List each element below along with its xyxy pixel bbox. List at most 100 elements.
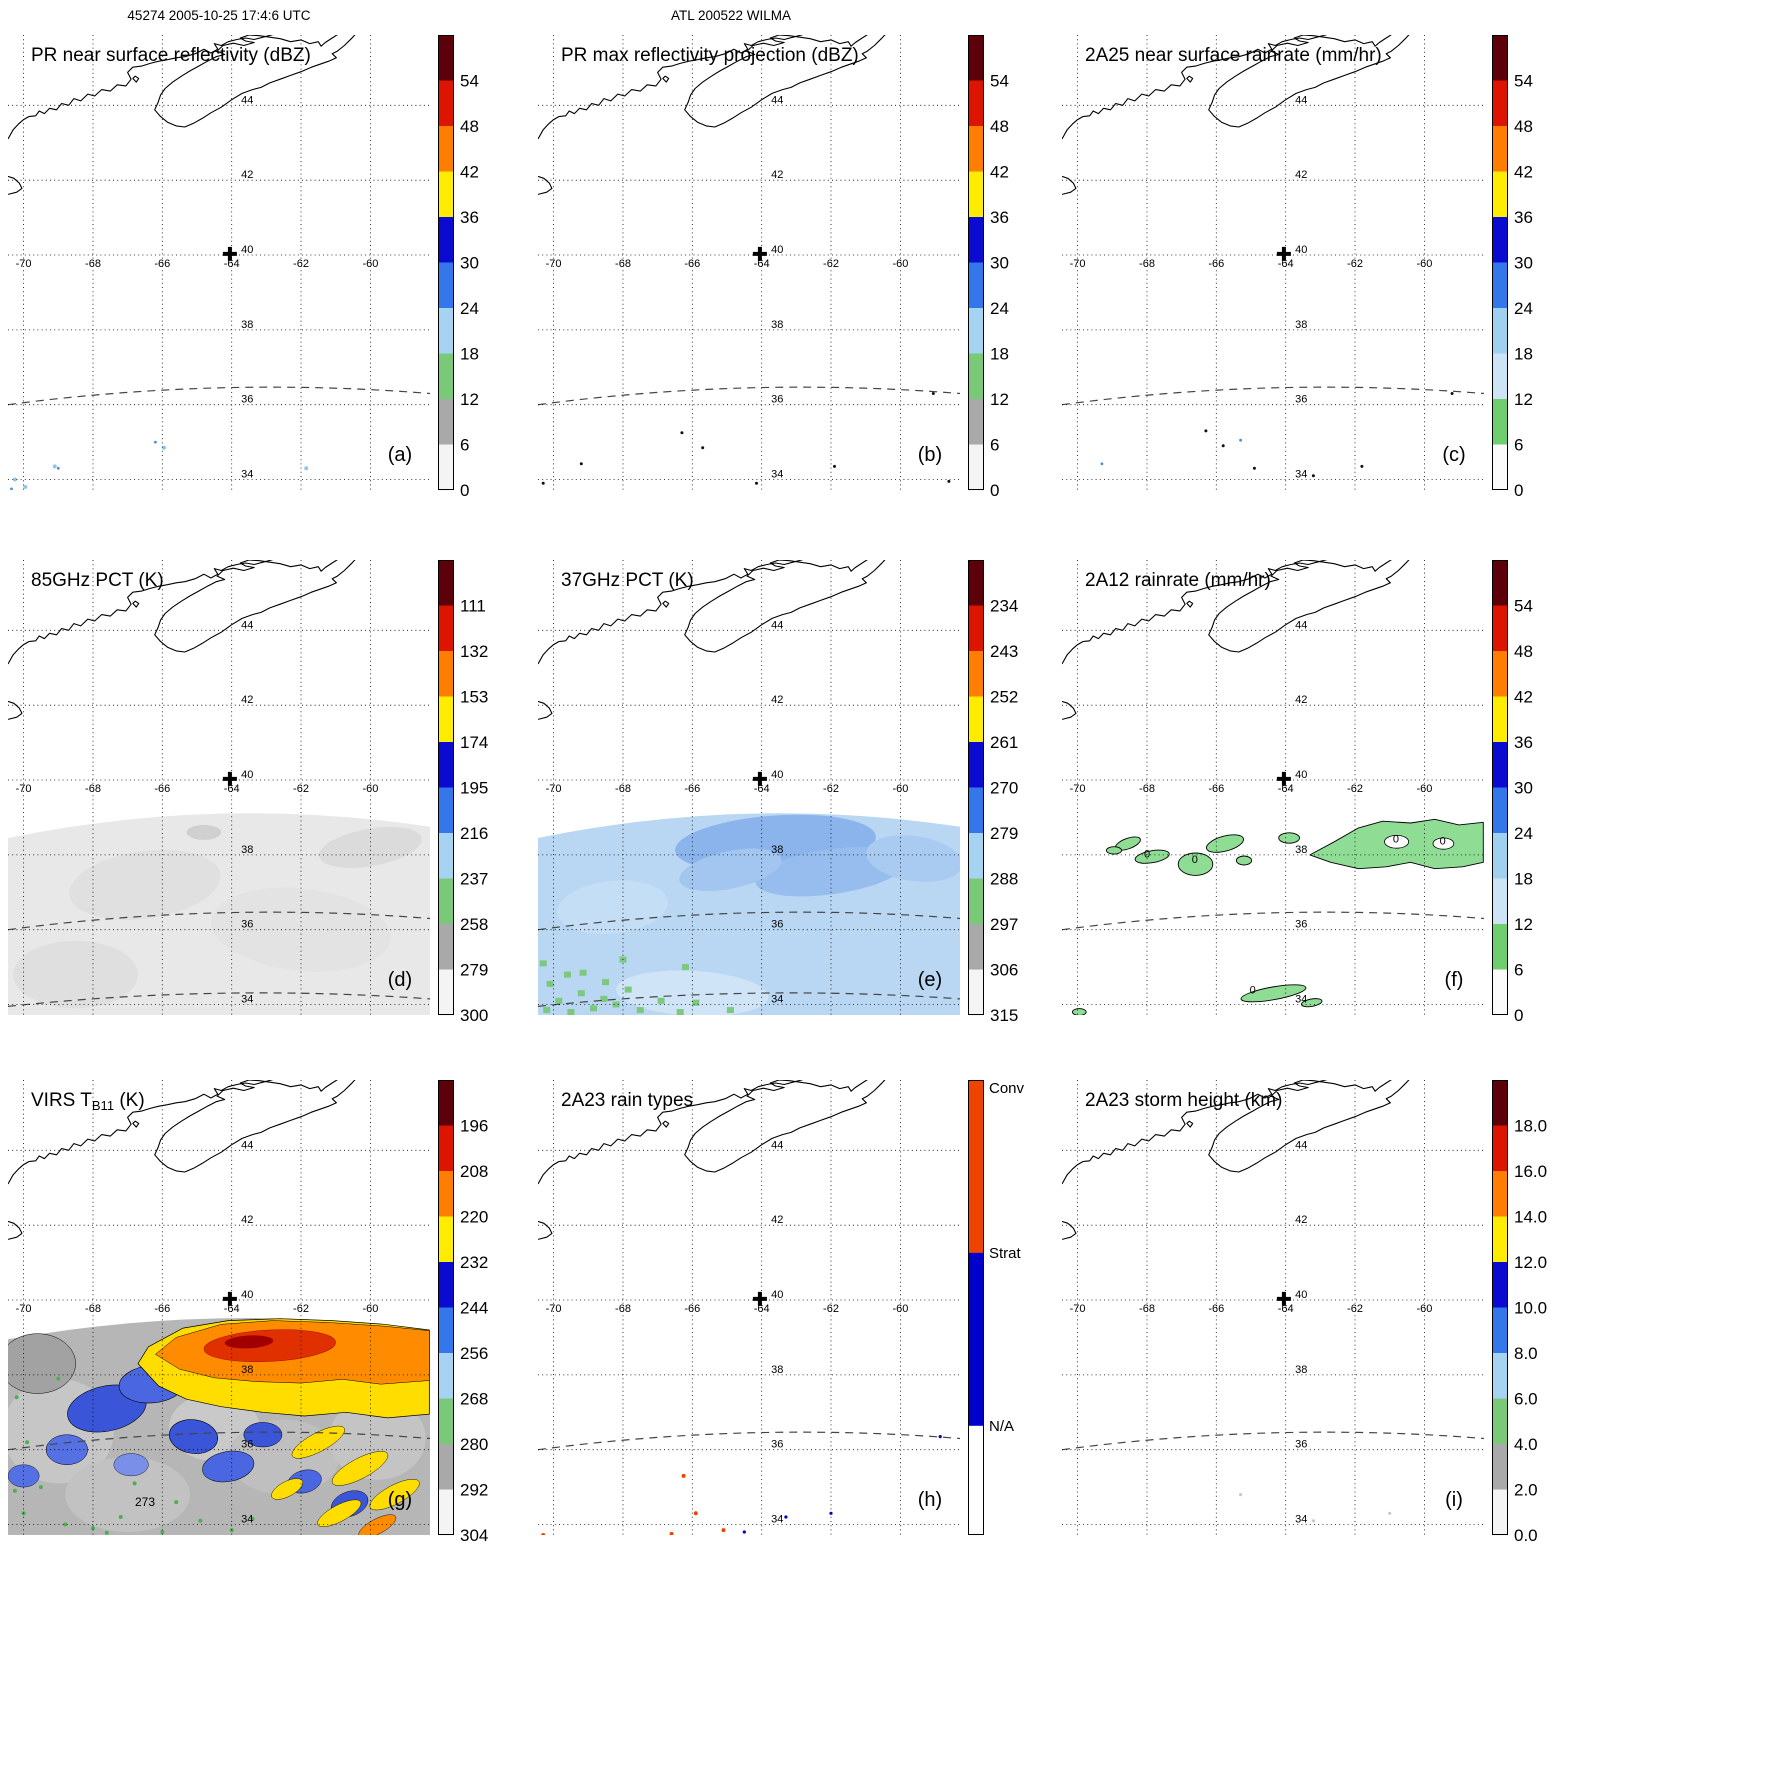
colorbar-tick-label: 10.0 bbox=[1514, 1299, 1547, 1318]
svg-text:-62: -62 bbox=[293, 258, 309, 270]
svg-text:-68: -68 bbox=[615, 258, 631, 270]
colorbar-a: 54 48 42 36 30 24 18 12 6 0 bbox=[438, 35, 479, 500]
map-g: 273 -70 -68 -66 -64 -62 -60 34 36 38 40 42 44 VIRS TB… bbox=[8, 1080, 430, 1535]
colorbar-tick-label: 6 bbox=[460, 436, 469, 455]
colorbar-tick-label: 268 bbox=[460, 1390, 488, 1409]
swath-edge-dashed-line bbox=[8, 911, 430, 931]
svg-text:38: 38 bbox=[241, 319, 253, 331]
svg-text:-68: -68 bbox=[1139, 1303, 1155, 1315]
colorbar-tick-label: 208 bbox=[460, 1162, 488, 1181]
colorbar-tick-label: 280 bbox=[460, 1435, 488, 1454]
panel-letter: (g) bbox=[388, 1489, 412, 1511]
swath-edge-dashed-line bbox=[8, 1431, 430, 1451]
colorbar-tick-label: 54 bbox=[990, 72, 1009, 91]
svg-text:-66: -66 bbox=[154, 1303, 170, 1315]
svg-text:-68: -68 bbox=[1139, 258, 1155, 270]
map-e: -70 -68 -66 -64 -62 -60 34 36 38 40 42 44 37GHz PCT … bbox=[538, 560, 960, 1015]
storm-label: ATL 200522 WILMA bbox=[670, 8, 792, 23]
svg-text:-60: -60 bbox=[362, 258, 378, 270]
svg-text:44: 44 bbox=[771, 619, 783, 631]
panel-d: -70 -68 -66 -64 -62 -60 34 36 38 40 42 44 85GHz PCT … bbox=[8, 560, 538, 1030]
panel-g: 273 -70 -68 -66 -64 -62 -60 34 36 38 40 42 44 VIRS TB… bbox=[8, 1080, 538, 1550]
contour-label: 0 bbox=[1250, 984, 1256, 996]
graticule bbox=[1062, 1080, 1484, 1535]
coastline bbox=[1062, 35, 1410, 195]
svg-text:34: 34 bbox=[241, 1514, 253, 1526]
panel-a: -70 -68 -66 -64 -62 -60 34 36 38 40 42 44 PR near su… bbox=[8, 35, 538, 505]
svg-text:36: 36 bbox=[241, 1439, 253, 1451]
svg-text:-60: -60 bbox=[362, 783, 378, 795]
colorbar-tick-label: 24 bbox=[1514, 824, 1533, 843]
svg-text:38: 38 bbox=[1295, 1364, 1307, 1376]
svg-text:40: 40 bbox=[1295, 769, 1307, 781]
colorbar-tick-label: 232 bbox=[460, 1253, 488, 1272]
svg-text:-62: -62 bbox=[293, 783, 309, 795]
svg-text:40: 40 bbox=[241, 244, 253, 256]
map-a: -70 -68 -66 -64 -62 -60 34 36 38 40 42 44 PR near su… bbox=[8, 35, 430, 490]
colorbar-i: 18.0 16.0 14.0 12.0 10.0 8.0 6.0 4.0 2.0 0.0 bbox=[1492, 1080, 1547, 1545]
svg-text:40: 40 bbox=[1295, 244, 1307, 256]
svg-text:34: 34 bbox=[241, 994, 253, 1006]
svg-text:-62: -62 bbox=[823, 783, 839, 795]
svg-text:42: 42 bbox=[241, 169, 253, 181]
svg-text:34: 34 bbox=[1295, 1514, 1307, 1526]
colorbar-d: 111 132 153 174 195 216 237 258 279 300 bbox=[438, 560, 488, 1025]
colorbar-h: Conv Strat N/A bbox=[968, 1080, 1025, 1536]
panel-title: 2A23 storm height (km) bbox=[1085, 1090, 1282, 1111]
colorbar-tick-label: 256 bbox=[460, 1344, 488, 1363]
colorbar-tick-label: 195 bbox=[460, 779, 488, 798]
colorbar-tick-label: 243 bbox=[990, 642, 1018, 661]
colorbar-label: N/A bbox=[989, 1418, 1014, 1435]
map-h: -70 -68 -66 -64 -62 -60 34 36 38 40 42 44 2A23 rain … bbox=[538, 1080, 960, 1535]
svg-text:40: 40 bbox=[1295, 1289, 1307, 1301]
coastline bbox=[1062, 1080, 1410, 1240]
panel-letter: (e) bbox=[918, 969, 942, 991]
svg-text:-68: -68 bbox=[85, 783, 101, 795]
colorbar-tick-label: 36 bbox=[1514, 733, 1533, 752]
colorbar-tick-label: 300 bbox=[460, 1006, 488, 1025]
svg-text:-62: -62 bbox=[293, 1303, 309, 1315]
swath-edge-dashed-line bbox=[8, 992, 430, 1007]
svg-text:36: 36 bbox=[1295, 394, 1307, 406]
svg-text:-70: -70 bbox=[1070, 258, 1086, 270]
colorbar-tick-label: 261 bbox=[990, 733, 1018, 752]
map-f: 00000-70-68-66-64-62-603436384042442A12 … bbox=[1062, 560, 1484, 1015]
imagery-layer-b bbox=[541, 392, 951, 485]
svg-text:-60: -60 bbox=[362, 1303, 378, 1315]
graticule-labels: -70 -68 -66 -64 -62 -60 34 36 38 40 42 44 bbox=[546, 1139, 909, 1525]
svg-text:40: 40 bbox=[771, 244, 783, 256]
graticule-labels: -70 -68 -66 -64 -62 -60 34 36 38 40 42 44 bbox=[16, 619, 379, 1005]
colorbar-tick-label: 258 bbox=[460, 915, 488, 934]
svg-text:36: 36 bbox=[241, 919, 253, 931]
svg-text:-64: -64 bbox=[1278, 258, 1294, 270]
colorbar-tick-label: 297 bbox=[990, 915, 1018, 934]
svg-text:-68: -68 bbox=[615, 1303, 631, 1315]
graticule-labels: -70 -68 -66 -64 -62 -60 34 36 38 40 42 44 bbox=[1070, 94, 1433, 480]
colorbar-tick-label: 12 bbox=[460, 390, 479, 409]
colorbar-tick-label: 237 bbox=[460, 870, 488, 889]
panel-letter: (b) bbox=[918, 444, 942, 466]
imagery-layer-a bbox=[10, 440, 309, 490]
colorbar-tick-label: 18 bbox=[990, 345, 1009, 364]
coastline bbox=[538, 35, 886, 195]
svg-text:38: 38 bbox=[771, 1364, 783, 1376]
storm-center-cross bbox=[1276, 771, 1291, 786]
colorbar-g: 196 208 220 232 244 256 268 280 292 304 bbox=[438, 1080, 488, 1545]
svg-text:42: 42 bbox=[771, 1214, 783, 1226]
svg-text:38: 38 bbox=[1295, 844, 1307, 856]
panel-title: 37GHz PCT (K) bbox=[561, 570, 694, 591]
svg-text:-60: -60 bbox=[892, 783, 908, 795]
coastline bbox=[8, 35, 356, 195]
graticule-labels: -70 -68 -66 -64 -62 -60 34 36 38 40 42 44 bbox=[16, 94, 379, 480]
colorbar-tick-label: 36 bbox=[1514, 208, 1533, 227]
graticule bbox=[8, 560, 430, 1015]
colorbar-tick-label: 153 bbox=[460, 688, 488, 707]
imagery-layer-c bbox=[1100, 392, 1454, 478]
svg-text:-66: -66 bbox=[1208, 1303, 1224, 1315]
svg-text:42: 42 bbox=[771, 694, 783, 706]
colorbar-tick-label: 30 bbox=[1514, 779, 1533, 798]
svg-text:40: 40 bbox=[241, 1289, 253, 1301]
svg-text:-70: -70 bbox=[546, 258, 562, 270]
panel-letter: (f) bbox=[1445, 969, 1464, 991]
